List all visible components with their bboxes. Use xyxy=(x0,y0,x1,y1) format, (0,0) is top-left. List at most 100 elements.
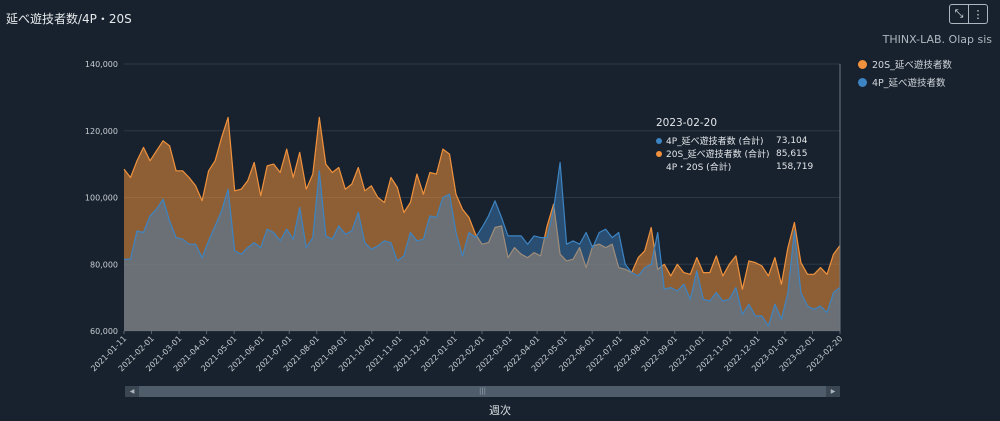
tooltip-label-4p: 4P_延べ遊技者数 (合計) xyxy=(666,137,764,147)
legend-label-4p: 4P_延べ遊技者数 xyxy=(872,78,946,89)
point-4p xyxy=(631,272,633,274)
point-4p xyxy=(585,232,587,234)
point-4p xyxy=(579,243,581,245)
point-4p xyxy=(605,228,607,230)
point-20s xyxy=(696,257,698,259)
scroll-thumb[interactable] xyxy=(139,386,826,397)
point-20s xyxy=(468,217,470,219)
point-4p xyxy=(729,299,731,301)
point-4p xyxy=(507,235,509,237)
point-20s xyxy=(312,173,314,175)
point-20s xyxy=(501,225,503,227)
point-20s xyxy=(227,117,229,119)
collapse-arrows-icon[interactable]: ⤡ xyxy=(954,7,964,20)
y-tick-label: 140,000 xyxy=(85,60,118,69)
y-tick-label: 60,000 xyxy=(90,327,118,336)
point-4p xyxy=(358,212,360,214)
legend-item-4p[interactable]: 4P_延べ遊技者数 xyxy=(858,73,952,91)
point-20s xyxy=(559,253,561,255)
point-20s xyxy=(260,195,262,197)
point-20s xyxy=(605,247,607,249)
point-20s xyxy=(566,260,568,262)
point-4p xyxy=(553,208,555,210)
tooltip-value-20s: 85,615 xyxy=(776,148,808,159)
point-20s xyxy=(143,147,145,149)
page-title: 延べ遊技者数/4P・20S xyxy=(6,12,132,26)
point-20s xyxy=(520,253,522,255)
point-4p xyxy=(820,305,822,307)
point-4p xyxy=(481,227,483,229)
point-4p xyxy=(670,287,672,289)
point-4p xyxy=(182,238,184,240)
point-4p xyxy=(650,264,652,266)
point-20s xyxy=(572,258,574,260)
range-scrollbar[interactable]: ◀ ||| ▶ xyxy=(125,386,840,397)
point-4p xyxy=(136,230,138,232)
point-4p xyxy=(475,237,477,239)
point-20s xyxy=(371,185,373,187)
point-20s xyxy=(813,274,815,276)
point-4p xyxy=(716,292,718,294)
point-20s xyxy=(664,264,666,266)
point-20s xyxy=(592,245,594,247)
point-20s xyxy=(325,163,327,165)
point-4p xyxy=(683,284,685,286)
point-4p xyxy=(527,243,529,245)
chart-actions: ⤡ ⋮ xyxy=(949,4,988,24)
point-20s xyxy=(221,137,223,139)
point-4p xyxy=(345,233,347,235)
scroll-right-icon[interactable]: ▶ xyxy=(830,388,836,395)
point-4p xyxy=(598,232,600,234)
legend-item-20s[interactable]: 20S_延べ遊技者数 xyxy=(858,55,952,73)
point-4p xyxy=(338,225,340,227)
vertical-dots-icon[interactable]: ⋮ xyxy=(968,5,987,23)
point-20s xyxy=(768,275,770,277)
point-4p xyxy=(292,238,294,240)
point-4p xyxy=(703,299,705,301)
point-4p xyxy=(325,235,327,237)
point-20s xyxy=(364,190,366,192)
point-4p xyxy=(833,292,835,294)
point-20s xyxy=(358,167,360,169)
point-4p xyxy=(279,240,281,242)
point-4p xyxy=(306,247,308,249)
point-4p xyxy=(742,314,744,316)
point-4p xyxy=(156,208,158,210)
point-4p xyxy=(429,215,431,217)
point-20s xyxy=(279,172,281,174)
point-20s xyxy=(722,275,724,277)
point-4p xyxy=(520,235,522,237)
point-4p xyxy=(240,253,242,255)
scroll-left-icon[interactable]: ◀ xyxy=(129,388,135,395)
point-4p xyxy=(234,250,236,252)
y-tick-label: 100,000 xyxy=(85,194,118,203)
point-20s xyxy=(637,257,639,259)
point-20s xyxy=(449,153,451,155)
point-20s xyxy=(540,255,542,257)
point-4p xyxy=(462,255,464,257)
point-20s xyxy=(644,250,646,252)
point-20s xyxy=(800,262,802,264)
point-20s xyxy=(292,177,294,179)
tooltip-dot-4p xyxy=(656,137,662,144)
point-20s xyxy=(397,187,399,189)
point-20s xyxy=(123,168,125,170)
point-20s xyxy=(306,188,308,190)
point-4p xyxy=(149,215,151,217)
point-20s xyxy=(618,267,620,269)
point-20s xyxy=(553,203,555,205)
point-4p xyxy=(755,315,757,317)
point-20s xyxy=(774,257,776,259)
point-4p xyxy=(299,207,301,209)
tooltip-label-20s: 20S_延べ遊技者数 (合計) xyxy=(666,150,770,160)
point-20s xyxy=(683,272,685,274)
point-20s xyxy=(709,272,711,274)
point-4p xyxy=(390,242,392,244)
point-4p xyxy=(266,228,268,230)
point-4p xyxy=(611,237,613,239)
point-20s xyxy=(755,262,757,264)
point-20s xyxy=(807,274,809,276)
point-4p xyxy=(559,162,561,164)
point-20s xyxy=(794,222,796,224)
